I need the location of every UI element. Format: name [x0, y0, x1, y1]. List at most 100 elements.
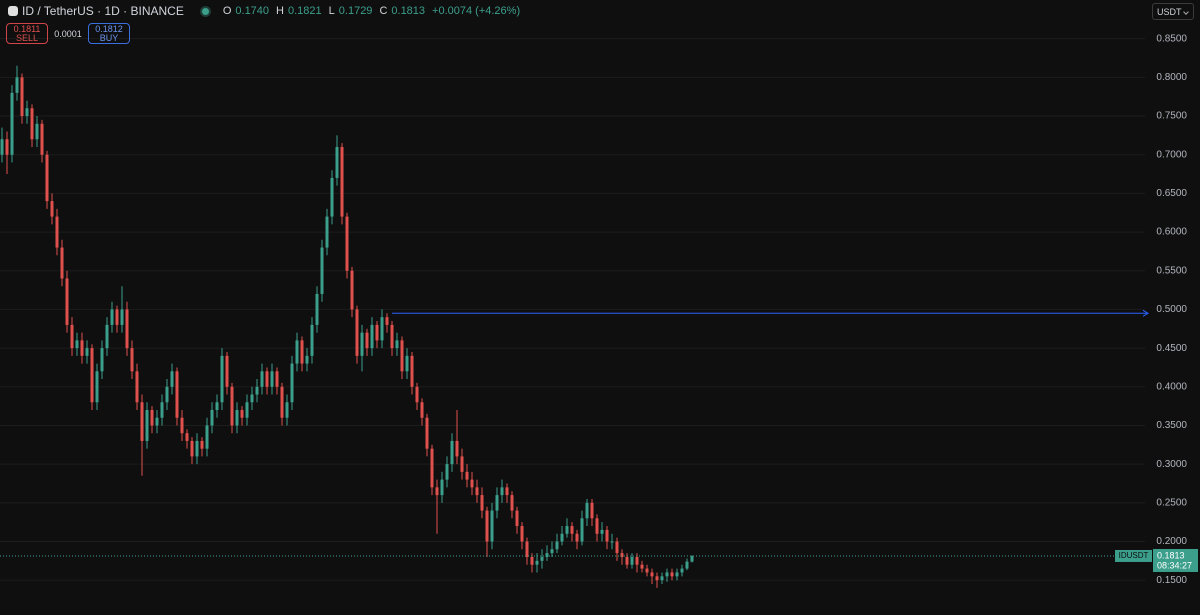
candle-body	[455, 440, 459, 457]
candle-body	[290, 363, 294, 403]
y-tick-label: 0.5000	[1156, 304, 1187, 315]
candle-body	[515, 510, 519, 527]
candle-body	[615, 541, 619, 554]
candle-body	[550, 549, 554, 554]
y-tick-label: 0.3000	[1156, 459, 1187, 470]
candle-body	[95, 371, 99, 403]
y-tick-label: 0.2000	[1156, 536, 1187, 547]
candle-body	[415, 386, 419, 403]
candle-body	[590, 502, 594, 519]
candle-body	[205, 425, 209, 449]
candle-body	[610, 541, 614, 543]
candle-body	[170, 371, 174, 387]
candle-body	[330, 177, 334, 217]
candle-body	[435, 487, 439, 496]
candle-body	[545, 553, 549, 557]
candle-body	[645, 568, 649, 573]
candle-body	[5, 139, 9, 155]
candle-body	[240, 410, 244, 418]
candle-body	[235, 410, 239, 426]
candle-body	[370, 324, 374, 349]
candle-body	[340, 146, 344, 217]
candle-body	[180, 417, 184, 434]
y-tick-label: 0.4500	[1156, 343, 1187, 354]
ohlc-key: H	[276, 5, 284, 17]
candle-body	[585, 502, 589, 519]
candle-body	[675, 572, 679, 577]
candle-body	[460, 456, 464, 472]
candle-body	[155, 417, 159, 426]
candle-body	[295, 340, 299, 364]
candle-body	[0, 139, 4, 155]
candle-body	[530, 556, 534, 565]
ohlc-value: 0.1821	[288, 5, 322, 17]
candle-body	[360, 332, 364, 356]
trade-panel: 0.1811 SELL 0.0001 0.1812 BUY	[6, 23, 130, 44]
y-tick-label: 0.5500	[1156, 265, 1187, 276]
candle-body	[105, 324, 109, 349]
candle-body	[140, 402, 144, 441]
symbol-icon	[8, 6, 18, 16]
y-tick-label: 0.2500	[1156, 497, 1187, 508]
candle-body	[375, 324, 379, 341]
candle-body	[520, 526, 524, 542]
candle-body	[10, 92, 14, 155]
candle-body	[220, 355, 224, 403]
candle-body	[345, 216, 349, 271]
y-tick-label: 0.8000	[1156, 72, 1187, 83]
candle-body	[420, 402, 424, 418]
spread: 0.0001	[54, 28, 82, 39]
candle-body	[280, 386, 284, 418]
sell-label: SELL	[15, 32, 39, 43]
candle-body	[450, 440, 454, 465]
candle-body	[315, 293, 319, 325]
y-tick-label: 0.8500	[1156, 33, 1187, 44]
ohlc-value: 0.1813	[391, 5, 426, 17]
candle-body	[495, 495, 499, 511]
candle-body	[595, 518, 599, 534]
candle-body	[400, 340, 404, 372]
candle-body	[130, 348, 134, 372]
candle-body	[270, 371, 274, 387]
candle-body	[490, 510, 494, 542]
candle-body	[485, 510, 489, 542]
candle-body	[50, 201, 54, 217]
candle-body	[540, 556, 544, 561]
candle-body	[535, 560, 539, 565]
buy-button[interactable]: 0.1812 BUY	[88, 23, 130, 44]
candle-body	[510, 495, 514, 511]
candle-body	[185, 433, 189, 441]
currency-select[interactable]: USDT	[1152, 3, 1194, 20]
candle-body	[275, 371, 279, 387]
candle-body	[445, 464, 449, 480]
candle-body	[15, 77, 19, 93]
candle-body	[200, 440, 204, 449]
candle-body	[210, 410, 214, 426]
y-tick-label: 0.7000	[1156, 149, 1187, 160]
candle-body	[670, 572, 674, 577]
candle-body	[305, 355, 309, 364]
candle-body	[250, 394, 254, 403]
candle-body	[215, 402, 219, 410]
candle-body	[580, 518, 584, 542]
ray-arrow	[1142, 309, 1149, 317]
candle-body	[285, 402, 289, 418]
candle-body	[325, 216, 329, 248]
candle-body	[260, 371, 264, 387]
sell-button[interactable]: 0.1811 SELL	[6, 23, 48, 44]
candle-body	[680, 568, 684, 573]
candle-body	[310, 324, 314, 356]
candle-body	[100, 348, 104, 372]
candle-body	[20, 77, 24, 117]
candle-body	[410, 355, 414, 387]
candle-body	[525, 541, 529, 557]
candle-body	[655, 576, 659, 581]
candle-body	[190, 440, 194, 457]
candle-body	[475, 487, 479, 496]
candle-body	[160, 402, 164, 418]
ohlc-key: O	[222, 5, 232, 17]
candle-body	[630, 556, 634, 565]
candle-body	[35, 123, 39, 140]
